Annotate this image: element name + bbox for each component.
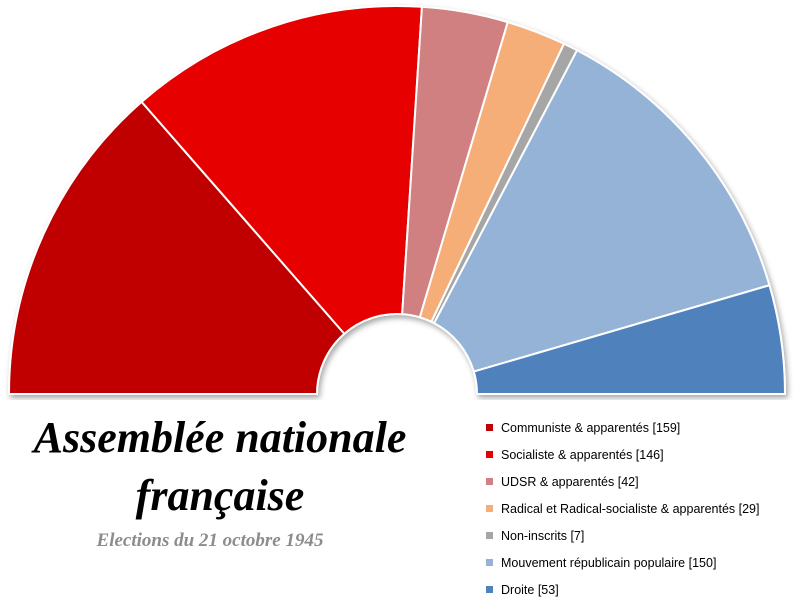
legend-label: Radical et Radical-socialiste & apparent…	[501, 501, 760, 516]
chart-legend: Communiste & apparentés [159] Socialiste …	[486, 414, 759, 603]
slice-6	[432, 48, 771, 373]
legend-label: Mouvement républicain populaire [150]	[501, 555, 717, 570]
legend-swatch	[486, 532, 493, 539]
chart-subtitle: Elections du 21 octobre 1945	[96, 530, 324, 551]
legend-swatch	[486, 505, 493, 512]
legend-label: UDSR & apparentés [42]	[501, 474, 639, 489]
legend-item-7: Droite [53]	[486, 576, 759, 603]
legend-item-4: Radical et Radical-socialiste & apparent…	[486, 495, 759, 522]
chart-title-line-1: Assemblée nationale	[33, 413, 407, 462]
legend-swatch	[486, 451, 493, 458]
legend-swatch	[486, 586, 493, 593]
slice-7	[472, 283, 787, 395]
legend-label: Communiste & apparentés [159]	[501, 420, 681, 435]
legend-label: Socialiste & apparentés [146]	[501, 447, 664, 462]
legend-item-2: Socialiste & apparentés [146]	[486, 441, 759, 468]
slice-1	[7, 100, 346, 395]
slice-2	[140, 5, 424, 336]
legend-swatch	[486, 559, 493, 566]
legend-item-5: Non-inscrits [7]	[486, 522, 759, 549]
chart-title-line-2: française	[135, 471, 305, 520]
legend-swatch	[486, 424, 493, 431]
legend-item-6: Mouvement républicain populaire [150]	[486, 549, 759, 576]
legend-item-3: UDSR & apparentés [42]	[486, 468, 759, 495]
legend-label: Droite [53]	[501, 582, 559, 597]
legend-label: Non-inscrits [7]	[501, 528, 585, 543]
legend-swatch	[486, 478, 493, 485]
hemicycle-chart	[7, 5, 787, 395]
legend-item-1: Communiste & apparentés [159]	[486, 414, 759, 441]
